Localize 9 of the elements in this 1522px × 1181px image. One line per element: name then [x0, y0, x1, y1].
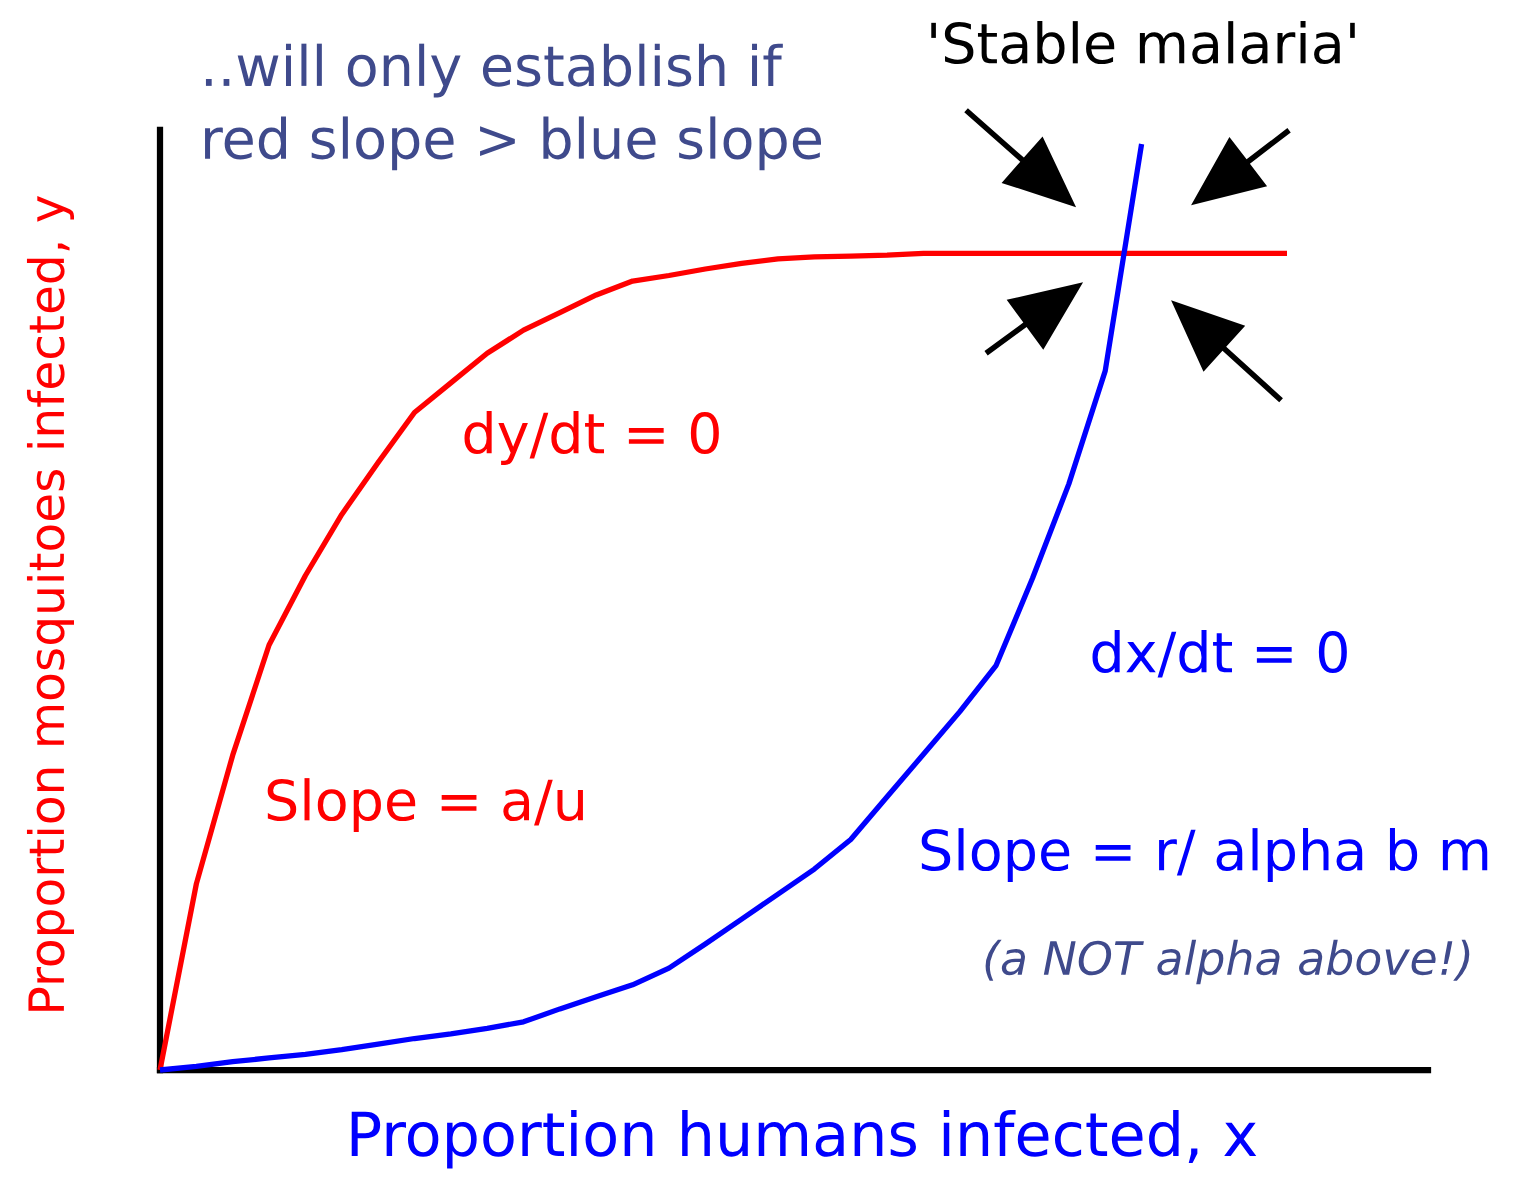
x-axis-title: Proportion humans infected, x: [351, 1110, 1257, 1169]
series-label: dy/dt = 0: [464, 411, 719, 465]
chart-title: ..will only establish if red slope > blue slope: [205, 43, 821, 171]
text: 'Stable malaria': [931, 21, 1355, 65]
annotation: Slope = a/u: [267, 778, 583, 832]
annotation: Slope = r/ alpha b m: [921, 828, 1488, 882]
annotation: (a NOT alpha above!): [985, 939, 1470, 985]
y-axis-title: Proportion mosquitoes infected, y: [26, 196, 74, 1011]
series-label: dx/dt = 0: [1092, 630, 1347, 678]
